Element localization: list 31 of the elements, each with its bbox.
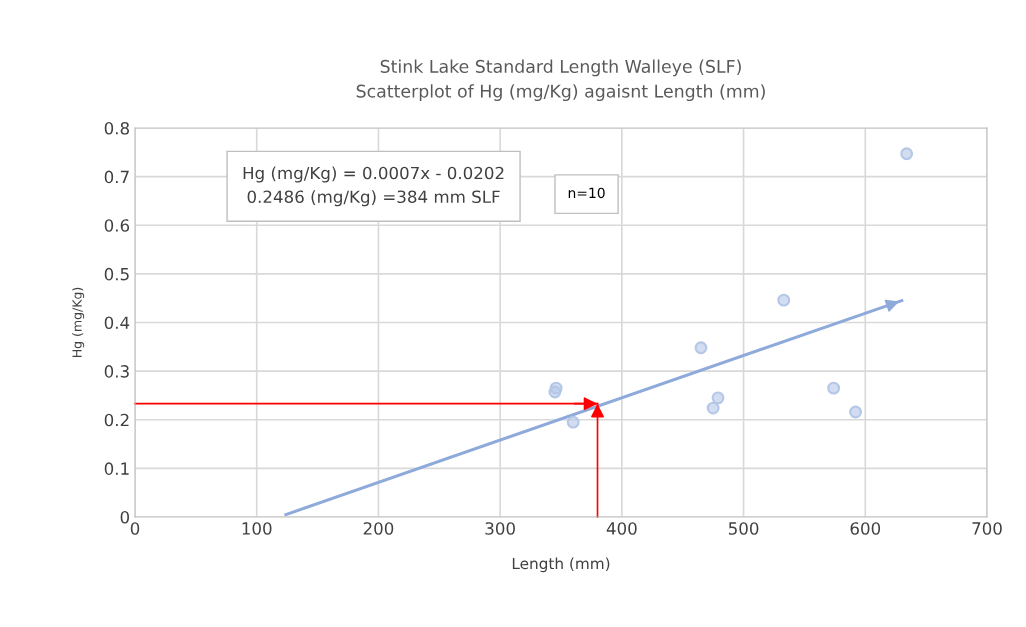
x-tick-label: 200 [363, 522, 394, 535]
x-tick-label: 0 [130, 522, 140, 535]
y-tick-label: 0.7 [104, 170, 129, 184]
x-tick-label: 700 [972, 522, 1002, 535]
y-tick-label: 0.8 [104, 121, 129, 135]
y-tick-label: 0 [120, 510, 130, 524]
y-tick-label: 0.6 [104, 219, 130, 232]
annotation: Hg (mg/Kg) = 0.0007x - 0.0202 0.2486 (mg/Kg) =384 mm SLF [243, 166, 504, 207]
y-tick-label: 0.3 [104, 365, 129, 378]
x-tick-label: 400 [606, 522, 637, 535]
y-tick-label: 0.4 [104, 316, 130, 330]
point [827, 381, 841, 395]
y-axis-title: Hg (mg/Kg) [72, 287, 85, 358]
point [566, 415, 580, 429]
point [849, 405, 862, 419]
point [694, 341, 708, 355]
point [548, 385, 562, 399]
x-tick-label: 100 [242, 522, 272, 535]
x-tick-label: 500 [728, 522, 759, 535]
annotation: n=10 [568, 187, 605, 199]
y-tick-label: 0.1 [104, 462, 129, 475]
point [900, 147, 914, 161]
point [777, 293, 791, 307]
x-axis-title: Length (mm) [512, 557, 610, 573]
x-tick-label: 300 [485, 522, 515, 535]
chart-title: Stink Lake Standard Length Walleye (SLF) Scatterplot of Hg (mg/Kg) agaisnt Length (mm) [356, 59, 765, 102]
point [711, 391, 725, 405]
point [706, 401, 720, 415]
y-tick-label: 0.5 [104, 267, 129, 281]
x-tick-label: 600 [850, 522, 881, 535]
y-tick-label: 0.2 [104, 413, 129, 427]
